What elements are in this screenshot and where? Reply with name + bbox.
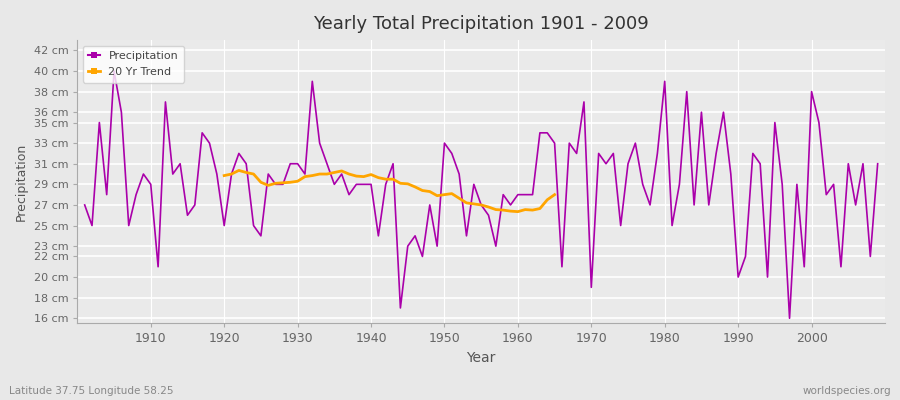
Y-axis label: Precipitation: Precipitation: [15, 143, 28, 221]
Text: Latitude 37.75 Longitude 58.25: Latitude 37.75 Longitude 58.25: [9, 386, 174, 396]
X-axis label: Year: Year: [466, 351, 496, 365]
Title: Yearly Total Precipitation 1901 - 2009: Yearly Total Precipitation 1901 - 2009: [313, 15, 649, 33]
Text: worldspecies.org: worldspecies.org: [803, 386, 891, 396]
Legend: Precipitation, 20 Yr Trend: Precipitation, 20 Yr Trend: [83, 46, 184, 82]
